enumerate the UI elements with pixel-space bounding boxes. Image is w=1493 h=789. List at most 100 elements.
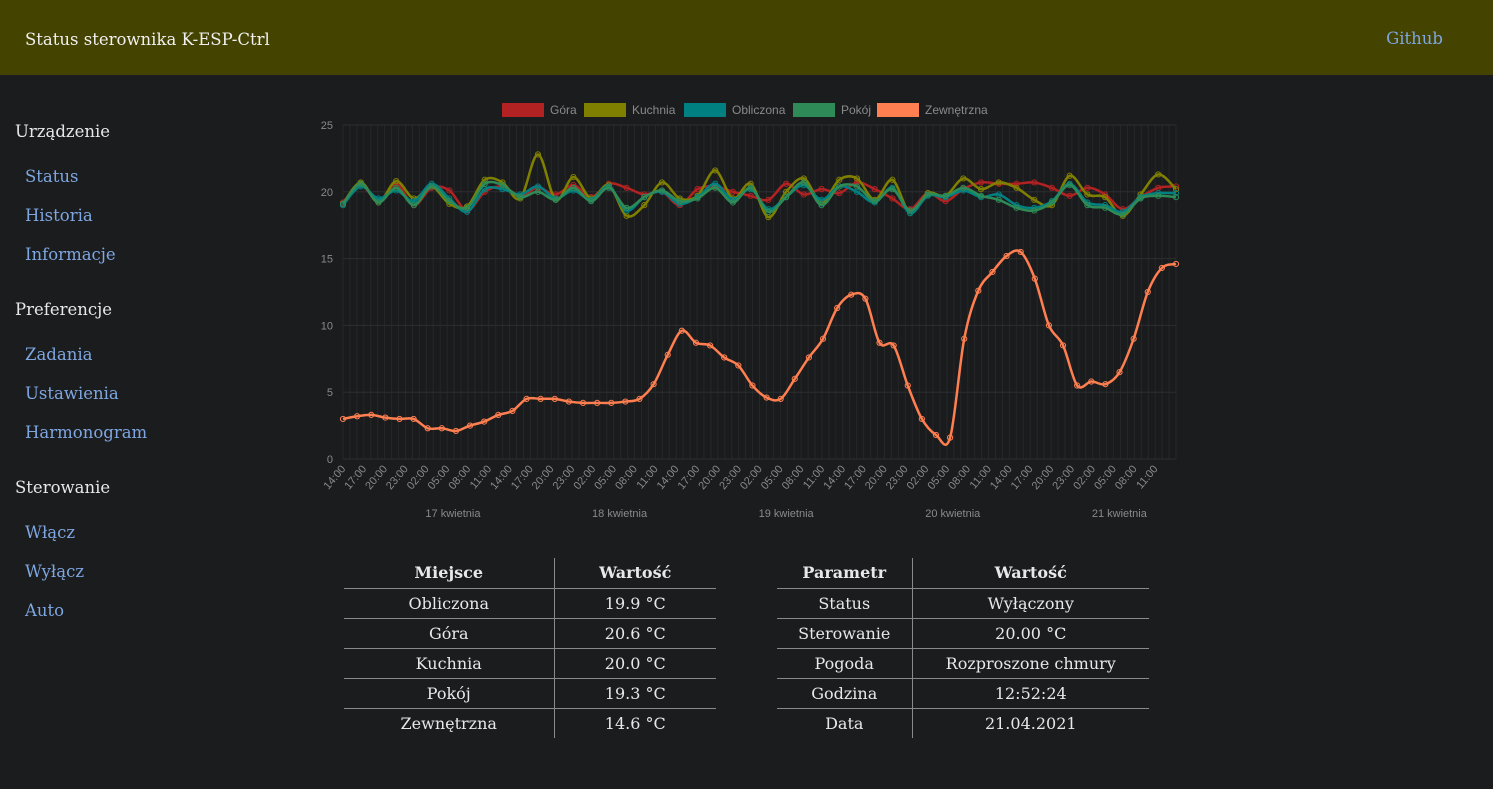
x-tick-label: 08:00	[946, 463, 973, 492]
legend-label: Obliczona	[732, 103, 786, 117]
data-point	[818, 186, 825, 193]
x-tick-label: 02:00	[1071, 463, 1098, 492]
data-point	[819, 335, 827, 342]
table-row: Pokój 19.3 °C	[344, 678, 716, 709]
param-cell: Godzina	[777, 678, 912, 709]
data-point	[995, 179, 1002, 186]
legend-swatch	[877, 103, 919, 117]
legend-label: Góra	[550, 103, 577, 117]
nav-harmonogram[interactable]: Harmonogram	[25, 423, 148, 442]
nav-wylacz[interactable]: Wyłącz	[25, 562, 85, 581]
x-tick-label: 23:00	[884, 463, 911, 492]
data-point	[641, 194, 648, 201]
data-point	[1155, 192, 1162, 199]
series-line	[342, 180, 1177, 216]
column-header-wartosc: Wartość	[553, 558, 716, 589]
data-point	[438, 425, 445, 432]
parameters-table: Parametr Wartość Status Wyłączony Sterowa…	[777, 558, 1149, 738]
data-point	[848, 291, 855, 298]
data-point	[836, 183, 843, 190]
data-point	[800, 175, 807, 182]
nav-ustawienia[interactable]: Ustawienia	[25, 384, 119, 403]
data-point	[977, 186, 985, 193]
nav-zadania[interactable]: Zadania	[25, 345, 93, 364]
value-cell: Wyłączony	[911, 588, 1149, 619]
data-point	[570, 184, 577, 191]
data-point	[782, 194, 790, 201]
data-point	[551, 395, 558, 402]
day-label: 18 kwietnia	[592, 508, 648, 520]
data-point	[481, 180, 488, 187]
data-point	[552, 196, 559, 203]
nav-status[interactable]: Status	[25, 167, 79, 186]
data-point	[1013, 180, 1020, 187]
value-cell: 20.00 °C	[911, 618, 1149, 649]
data-point	[410, 415, 417, 423]
data-point	[871, 198, 878, 205]
data-point	[1031, 207, 1038, 214]
data-point	[463, 208, 471, 215]
data-point	[382, 414, 389, 421]
data-point	[396, 415, 403, 423]
x-tick-label: 08:00	[446, 463, 473, 492]
data-point	[924, 191, 931, 198]
data-point	[1074, 382, 1081, 389]
data-point	[354, 413, 361, 420]
x-tick-label: 05:00	[592, 463, 619, 492]
temperature-chart: 0 5 10 15 20 25 14:00 17:00 20:00 23:00 02:00 05:00…	[310, 95, 1190, 535]
x-tick-label: 14:00	[821, 463, 848, 492]
data-point	[678, 327, 685, 334]
x-tick-label: 14:00	[655, 463, 682, 492]
data-point	[712, 167, 719, 174]
data-point	[876, 339, 883, 346]
x-tick-label: 11:00	[1134, 463, 1160, 491]
data-point	[375, 195, 382, 202]
data-point	[747, 184, 754, 191]
data-point	[664, 351, 671, 358]
data-point	[1084, 184, 1091, 191]
section-title-preferencje: Preferencje	[15, 300, 113, 319]
table-row: Kuchnia 20.0 °C	[344, 648, 716, 679]
github-link[interactable]: Github	[1386, 29, 1443, 48]
nav-informacje[interactable]: Informacje	[25, 245, 116, 264]
x-tick-label: 20:00	[696, 463, 723, 492]
x-tick-label: 08:00	[613, 463, 640, 492]
data-point	[1155, 171, 1162, 178]
data-point	[989, 268, 996, 276]
data-point	[636, 395, 643, 402]
data-point	[947, 434, 954, 441]
x-tick-label: 02:00	[738, 463, 765, 492]
data-point	[694, 186, 701, 193]
data-point	[424, 425, 431, 432]
x-tick-label: 02:00	[405, 463, 432, 492]
data-point	[942, 192, 949, 199]
data-point	[1048, 199, 1056, 206]
data-point	[721, 354, 728, 361]
param-cell: Pogoda	[777, 648, 912, 679]
nav-historia[interactable]: Historia	[25, 206, 93, 225]
data-point	[712, 180, 719, 187]
place-cell: Kuchnia	[344, 648, 554, 679]
param-cell: Sterowanie	[777, 618, 912, 649]
value-cell: 14.6 °C	[553, 708, 716, 738]
data-point	[961, 335, 968, 342]
nav-wlacz[interactable]: Włącz	[25, 523, 76, 542]
data-point	[960, 175, 967, 182]
data-point	[889, 195, 896, 202]
nav-auto[interactable]: Auto	[25, 601, 65, 620]
place-cell: Zewnętrzna	[400, 713, 497, 733]
data-point	[495, 411, 502, 419]
data-point	[1084, 191, 1091, 198]
data-point	[605, 184, 612, 191]
column-header-parametr: Parametr	[777, 558, 912, 589]
legend-label: Zewnętrzna	[925, 103, 988, 117]
param-cell: Data	[825, 713, 864, 733]
x-tick-label: 20:00	[1030, 463, 1057, 492]
data-point	[836, 176, 843, 183]
table-row: Pogoda Rozproszone chmury	[777, 648, 1149, 679]
table-row: Sterowanie 20.00 °C	[777, 618, 1149, 649]
data-point	[918, 415, 925, 423]
data-point	[777, 395, 784, 402]
day-label: 20 kwietnia	[925, 508, 981, 520]
data-point	[481, 418, 488, 425]
